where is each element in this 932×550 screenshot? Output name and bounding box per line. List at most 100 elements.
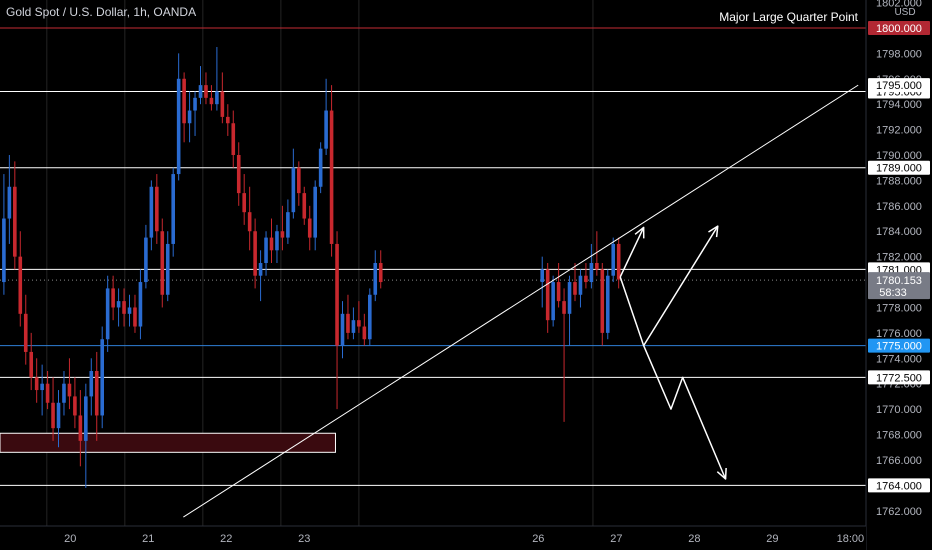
candle-body [556,282,561,302]
candle-body [378,263,383,283]
candle-body [111,288,115,308]
candle-body [56,402,61,429]
candle-body [335,243,339,346]
candle-body [193,97,197,111]
candle-body [78,415,83,441]
projection-arrowhead [634,226,645,239]
current-price-tag-bg [868,272,930,300]
y-tick-label: 1790.000 [876,150,922,162]
y-tick-label: 1776.000 [876,328,922,340]
y-tick-label: 1778.000 [876,302,922,314]
price-tag-bg [868,478,930,493]
projection-arrowhead [716,467,727,480]
candles-layer [2,47,621,488]
x-tick-label: 26 [532,533,544,545]
candle-body [220,91,225,117]
candle-body [171,174,175,244]
candle-body [280,231,285,238]
candle-body [540,269,545,283]
candle-body [105,288,110,340]
major-level-annotation: Major Large Quarter Point [719,10,858,24]
x-tick-label: 29 [766,533,778,545]
projection-path [642,345,727,480]
drawings-layer [183,84,859,518]
candle-body [204,85,208,98]
candle-body [215,91,219,105]
candle-body [362,326,367,340]
candle-body [236,155,241,194]
candle-body [231,123,236,156]
x-tick-label: 22 [220,533,232,545]
candle-body [187,110,192,124]
candle-body [584,275,588,283]
y-tick-label: 1802.000 [876,0,922,10]
candle-body [247,212,252,232]
candle-body [209,97,214,105]
candle-body [351,320,356,333]
candle-body [100,339,105,416]
candle-body [45,383,50,403]
price-tag-label: 1764.000 [876,480,922,492]
x-tick-label: 23 [298,533,310,545]
price-tags: 1800.0001795.0001789.0001781.0001775.000… [868,20,930,493]
zone-layer [0,432,336,453]
candle-body [313,186,317,238]
y-tick-label: 1784.000 [876,226,922,238]
candle-body [226,116,230,124]
candle-body [611,243,616,276]
y-tick-label: 1774.000 [876,353,922,365]
current-price-label: 1780.153 [876,275,922,287]
candle-body [165,243,170,295]
price-tag-label: 1772.500 [876,372,922,384]
y-tick-label: 1768.000 [876,430,922,442]
candle-body [176,78,181,175]
candle-body [29,351,34,378]
y-tick-label: 1782.000 [876,252,922,264]
candle-body [346,313,350,333]
candle-body [368,294,372,340]
x-tick-label: 18:00 [837,533,865,545]
price-tag-label: 1800.000 [876,23,922,35]
price-tag-label: 1775.000 [876,341,922,353]
candle-body [286,212,290,238]
candle-body [122,301,126,314]
x-tick-label: 20 [64,533,76,545]
candle-body [302,193,307,219]
candle-body [198,85,203,98]
candle-body [340,313,345,346]
candle-body [23,313,28,352]
candle-body [573,282,577,295]
candle-body [562,301,566,314]
projection-arrowhead [708,225,719,238]
candle-body [84,396,88,441]
candle-body [318,148,323,187]
candle-body [13,186,17,257]
candle-body [7,186,12,219]
candle-body [2,218,6,283]
trendline-price-tag-label: 1795.000 [876,80,922,92]
time-axis[interactable] [0,526,866,550]
y-tick-label: 1766.000 [876,455,922,467]
candle-body [133,307,137,327]
candle-body [616,243,621,280]
candle-body [589,263,594,283]
candle-body [34,377,39,391]
y-tick-label: 1794.000 [876,99,922,111]
countdown-label: 58:33 [879,287,907,299]
x-tick-label: 28 [688,533,700,545]
candle-body [149,186,154,238]
candle-body [182,78,186,124]
candle-body [578,275,583,295]
y-tick-label: 1770.000 [876,404,922,416]
candle-body [18,256,23,314]
candle-body [94,370,99,416]
candle-body [595,263,599,270]
candle-body [40,383,44,391]
y-tick-label: 1762.000 [876,506,922,518]
currency-label: USD [894,7,915,18]
candle-body [73,396,77,416]
candle-body [307,218,312,238]
candle-body [551,282,555,321]
candle-body [51,402,55,429]
